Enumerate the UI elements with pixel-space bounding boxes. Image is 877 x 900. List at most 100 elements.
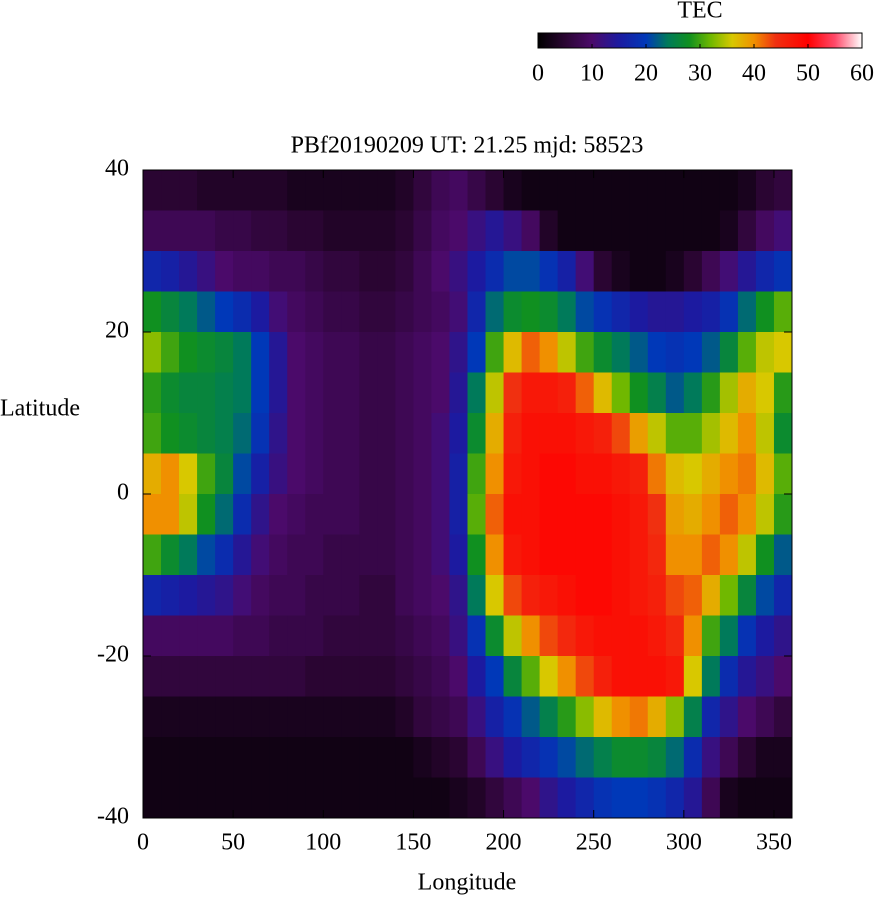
heatmap-cell <box>701 656 721 697</box>
heatmap-cell <box>161 615 180 657</box>
heatmap-cell <box>413 615 432 657</box>
x-tick-label: 150 <box>395 830 431 856</box>
heatmap-cell <box>287 210 306 252</box>
heatmap-cell <box>575 737 595 778</box>
heatmap-cell <box>557 615 577 657</box>
heatmap-cell <box>251 615 270 657</box>
heatmap-cell <box>485 170 505 211</box>
heatmap-cell <box>413 534 432 576</box>
heatmap-cell <box>557 534 577 576</box>
heatmap-cell <box>539 453 559 495</box>
heatmap-cell <box>269 534 288 576</box>
heatmap-cell <box>143 737 162 778</box>
heatmap-cell <box>395 656 414 697</box>
heatmap-cell <box>683 372 703 414</box>
heatmap-cell <box>251 332 270 373</box>
heatmap-cell <box>755 534 775 576</box>
heatmap-cell <box>179 413 198 454</box>
heatmap-cell <box>737 656 757 697</box>
heatmap-cell <box>467 615 487 657</box>
heatmap-cell <box>359 413 378 454</box>
heatmap-cell <box>575 615 595 657</box>
heatmap-cell <box>359 656 378 697</box>
heatmap-cell <box>701 210 721 252</box>
heatmap-cell <box>737 494 757 535</box>
heatmap-cell <box>143 534 162 576</box>
heatmap-cell <box>719 494 739 535</box>
heatmap-cell <box>305 372 324 414</box>
heatmap-cell <box>251 251 270 292</box>
heatmap-cell <box>341 291 360 333</box>
heatmap-cell <box>665 413 685 454</box>
x-tick-label: 100 <box>305 830 341 856</box>
heatmap-cell <box>233 494 252 535</box>
heatmap-cell <box>737 332 757 373</box>
heatmap-cell <box>647 453 667 495</box>
heatmap-cell <box>161 696 180 738</box>
heatmap-cell <box>611 413 631 454</box>
heatmap-cell <box>269 251 288 292</box>
heatmap-cell <box>377 372 396 414</box>
heatmap-cell <box>629 291 649 333</box>
heatmap-cell <box>359 170 378 211</box>
heatmap-cell <box>485 534 505 576</box>
heatmap-cell <box>233 615 252 657</box>
heatmap-cell <box>485 413 505 454</box>
heatmap-cell <box>323 615 342 657</box>
heatmap-cell <box>575 210 595 252</box>
heatmap-cell <box>737 696 757 738</box>
heatmap-cell <box>359 777 378 819</box>
heatmap-cell <box>449 696 468 738</box>
heatmap-cell <box>647 696 667 738</box>
heatmap-cell <box>719 372 739 414</box>
heatmap-cell <box>503 291 523 333</box>
heatmap-cell <box>377 332 396 373</box>
colorbar-tick-label: 50 <box>796 61 820 87</box>
heatmap-cell <box>575 413 595 454</box>
heatmap-cell <box>719 413 739 454</box>
heatmap-cell <box>323 737 342 778</box>
heatmap-cell <box>611 332 631 373</box>
heatmap-cell <box>575 251 595 292</box>
heatmap-cell <box>395 696 414 738</box>
heatmap-cell <box>503 332 523 373</box>
heatmap-cell <box>485 737 505 778</box>
heatmap-cell <box>593 413 613 454</box>
heatmap-cell <box>683 737 703 778</box>
x-tick-label: 300 <box>666 830 702 856</box>
heatmap-cell <box>593 332 613 373</box>
heatmap-cell <box>719 696 739 738</box>
heatmap-cell <box>521 696 541 738</box>
heatmap-cell <box>269 777 288 819</box>
heatmap-cell <box>593 372 613 414</box>
heatmap-cell <box>737 170 757 211</box>
heatmap-cell <box>233 332 252 373</box>
heatmap-cell <box>233 453 252 495</box>
heatmap-cell <box>719 777 739 819</box>
heatmap-cell <box>395 737 414 778</box>
heatmap-cell <box>737 453 757 495</box>
heatmap-cell <box>539 575 559 616</box>
colorbar-tick-label: 30 <box>688 61 712 87</box>
heatmap-cell <box>359 696 378 738</box>
heatmap-cell <box>683 615 703 657</box>
heatmap-cell <box>773 413 793 454</box>
heatmap-cell <box>485 332 505 373</box>
heatmap-cell <box>251 534 270 576</box>
heatmap-cell <box>143 291 162 333</box>
heatmap-cell <box>323 534 342 576</box>
heatmap-cell <box>611 656 631 697</box>
heatmap-cell <box>539 372 559 414</box>
heatmap-cell <box>251 575 270 616</box>
heatmap-cell <box>719 575 739 616</box>
heatmap-cell <box>197 534 216 576</box>
heatmap-cell <box>197 251 216 292</box>
heatmap-cell <box>755 737 775 778</box>
heatmap-cell <box>647 210 667 252</box>
heatmap-cell <box>665 453 685 495</box>
heatmap-cell <box>287 413 306 454</box>
heatmap-cell <box>575 291 595 333</box>
heatmap-cell <box>161 575 180 616</box>
heatmap-cell <box>665 170 685 211</box>
